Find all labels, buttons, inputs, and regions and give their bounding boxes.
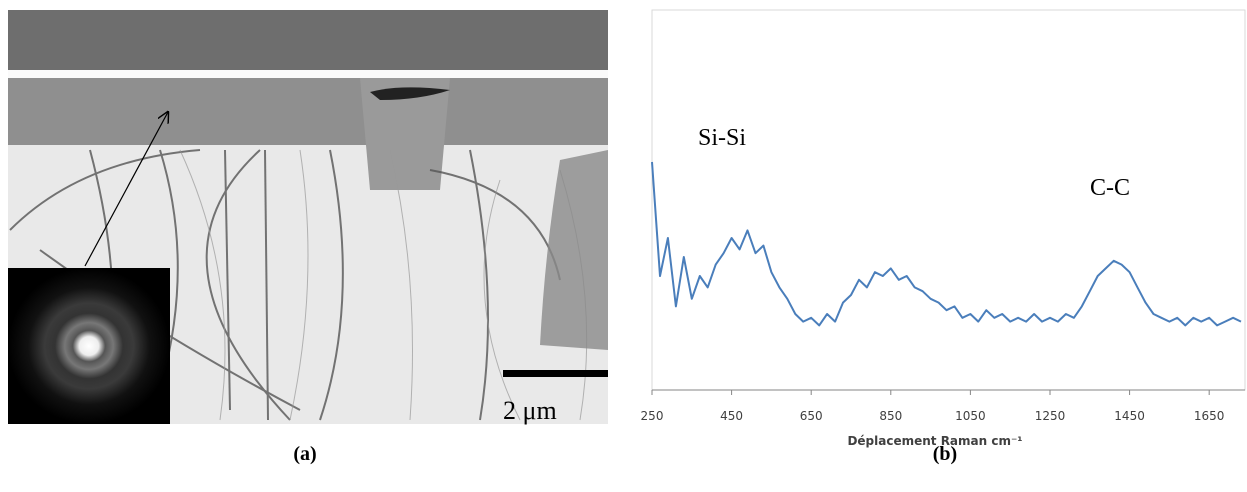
x-tick-label: 1450	[1114, 409, 1145, 423]
x-tick-label: 1650	[1194, 409, 1225, 423]
plot-frame	[651, 9, 1246, 391]
x-tick-label: 850	[879, 409, 902, 423]
annotation: C-C	[1090, 175, 1130, 201]
x-tick-label: 450	[720, 409, 743, 423]
x-axis-label: Déplacement Raman cm⁻¹	[847, 434, 1022, 448]
chart: 250 450 650 850 1050 1250 1450 1650 Si-Si C-C	[641, 125, 1245, 423]
spectrum-line	[651, 161, 1242, 327]
annotation: Si-Si	[698, 125, 746, 151]
caption: (a)	[293, 443, 316, 465]
x-tick-label: 1050	[955, 409, 986, 423]
micrograph: 2 μm	[8, 10, 608, 425]
x-tick-label: 650	[800, 409, 823, 423]
x-tick-label: 1250	[1035, 409, 1066, 423]
x-tick-label: 250	[641, 409, 664, 423]
caption: (b)	[933, 443, 957, 465]
scale-label: 2 μm	[503, 396, 557, 425]
